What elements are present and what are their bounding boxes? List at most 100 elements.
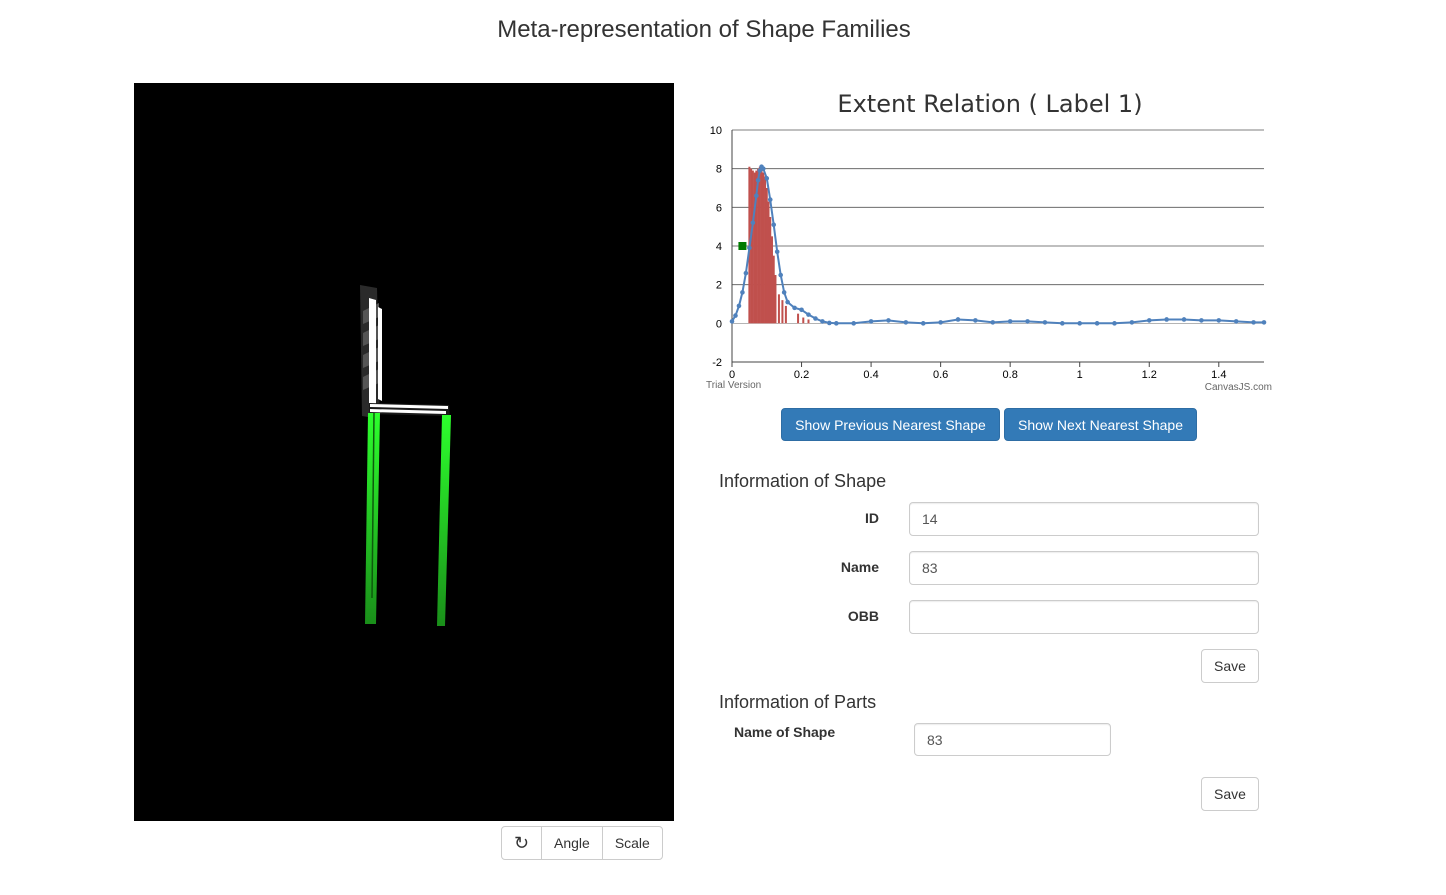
name-field[interactable]: [909, 551, 1259, 585]
data-point: [771, 222, 777, 228]
data-point: [820, 319, 825, 324]
bar: [774, 275, 777, 324]
data-point: [778, 272, 783, 278]
seat-edge: [370, 404, 448, 409]
data-point: [1233, 319, 1239, 324]
y-tick-label: -2: [712, 357, 722, 369]
x-tick-label: 0.4: [863, 369, 878, 381]
data-point: [973, 318, 978, 323]
leg-shade: [371, 412, 375, 599]
data-point: [813, 316, 818, 321]
y-tick-label: 10: [710, 125, 722, 137]
data-point: [1199, 318, 1204, 323]
obb-field[interactable]: [909, 600, 1259, 634]
data-point: [755, 177, 761, 183]
data-point: [1042, 320, 1048, 325]
chart-plot: -2 0 2 4 6 8 10 0 0.2 0.4 0.6 0.8 1 1.2 1.4 Trial Versi…: [706, 125, 1272, 393]
obb-label: OBB: [847, 608, 879, 624]
bar: [781, 300, 784, 324]
bar: [753, 172, 756, 324]
data-point: [1112, 321, 1117, 326]
data-point: [1025, 319, 1030, 324]
data-point: [729, 319, 735, 324]
y-tick-label: 4: [716, 241, 722, 253]
highlight-marker: [738, 242, 747, 250]
name-of-shape-field[interactable]: [914, 723, 1111, 756]
data-point: [851, 321, 856, 326]
shape-viewer[interactable]: [134, 83, 674, 821]
save-shape-button[interactable]: Save: [1201, 649, 1259, 683]
data-point: [785, 299, 790, 305]
parts-info-title: Information of Parts: [719, 692, 877, 712]
data-point: [740, 290, 745, 295]
bar: [770, 236, 773, 324]
name-label: Name: [840, 559, 879, 575]
chair-rear-leg: [437, 415, 451, 626]
seat-edge: [370, 409, 446, 414]
data-point: [1094, 321, 1100, 326]
viewer-controls: ↻ Angle Scale: [501, 826, 663, 860]
x-tick-label: 1.2: [1142, 369, 1157, 381]
data-point: [1181, 317, 1187, 322]
data-point: [1129, 320, 1135, 325]
x-tick-label: 1.4: [1211, 369, 1226, 381]
data-point: [743, 270, 749, 276]
id-label: ID: [865, 510, 879, 526]
show-previous-nearest-shape-button[interactable]: Show Previous Nearest Shape: [781, 408, 1000, 441]
bar: [777, 294, 780, 324]
extent-relation-chart[interactable]: Extent Relation ( Label 1) -2 0 2 4 6 8 10 0 0.2…: [700, 88, 1280, 398]
bar: [769, 217, 772, 324]
save-parts-button[interactable]: Save: [1201, 777, 1259, 811]
show-next-nearest-shape-button[interactable]: Show Next Nearest Shape: [1004, 408, 1197, 441]
data-point: [903, 320, 909, 325]
x-tick-label: 0: [729, 369, 735, 381]
bar: [802, 317, 805, 324]
data-point: [760, 166, 766, 171]
data-point: [1164, 317, 1169, 322]
bar: [758, 166, 761, 324]
y-tick-label: 0: [716, 318, 722, 330]
trial-version-watermark: Trial Version: [706, 380, 761, 391]
chair-model: [360, 285, 451, 626]
y-tick-label: 2: [716, 280, 722, 292]
bar: [755, 170, 758, 324]
shape-info-title: Information of Shape: [719, 471, 887, 491]
data-point: [868, 319, 874, 324]
data-point: [834, 321, 839, 326]
id-field[interactable]: [909, 502, 1259, 536]
data-point: [990, 320, 996, 325]
data-point: [886, 318, 891, 323]
data-point: [757, 168, 763, 173]
x-tick-label: 0.2: [794, 369, 809, 381]
bar: [767, 201, 770, 324]
data-point: [955, 317, 961, 322]
data-point: [750, 220, 756, 226]
scale-button[interactable]: Scale: [601, 826, 663, 860]
bar: [757, 168, 760, 324]
data-point: [827, 320, 832, 326]
bar: [765, 188, 768, 324]
x-tick-label: 0.8: [1003, 369, 1018, 381]
angle-button[interactable]: Angle: [541, 826, 603, 860]
data-point: [938, 320, 943, 325]
chart-title: Extent Relation ( Label 1): [837, 90, 1143, 118]
x-tick-label: 0.6: [933, 369, 948, 381]
bar: [807, 319, 810, 324]
data-point: [1216, 318, 1222, 323]
y-tick-label: 6: [716, 202, 722, 214]
data-point: [767, 197, 773, 202]
data-point: [799, 307, 804, 313]
name-of-shape-label: Name of Shape: [734, 724, 836, 740]
data-point: [806, 312, 811, 317]
canvasjs-watermark: CanvasJS.com: [1205, 382, 1272, 393]
data-point: [754, 193, 759, 199]
bar: [784, 305, 787, 324]
series-line: [731, 164, 1264, 325]
data-point: [1251, 320, 1256, 325]
bar: [750, 168, 753, 324]
x-tick-label: 1: [1077, 369, 1083, 381]
chair-back-post: [369, 298, 376, 411]
refresh-icon: ↻: [513, 833, 530, 853]
reset-view-button[interactable]: ↻: [501, 826, 542, 860]
data-point: [733, 313, 738, 318]
